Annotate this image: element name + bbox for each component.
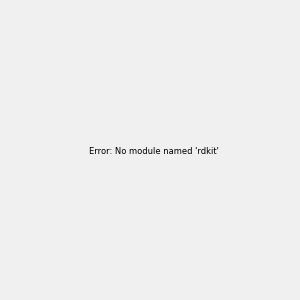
Text: Error: No module named 'rdkit': Error: No module named 'rdkit'	[89, 147, 219, 156]
